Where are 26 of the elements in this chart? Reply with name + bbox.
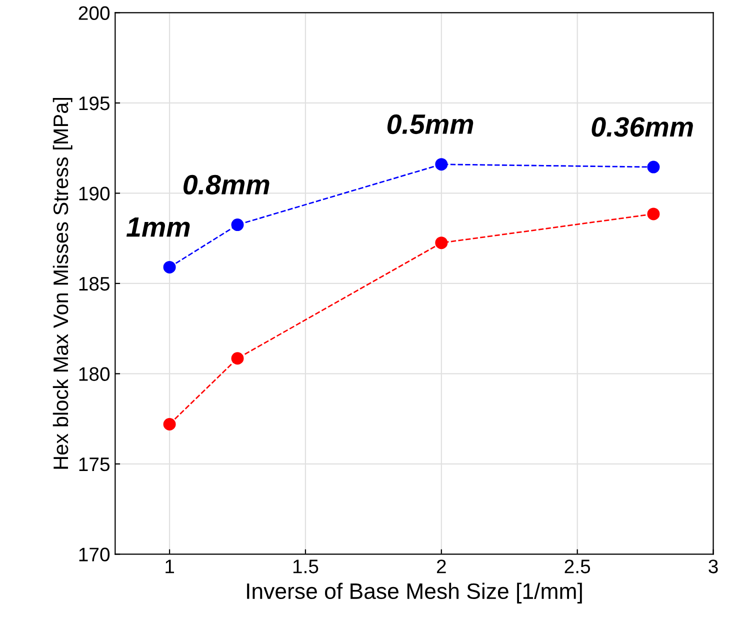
x-tick-label: 3 (708, 560, 718, 574)
annotation: 0.5mm (387, 114, 474, 134)
y-tick-label: 185 (79, 276, 110, 291)
point (435, 158, 448, 171)
point (647, 160, 660, 174)
y-tick-label: 190 (79, 186, 110, 200)
x-axis-title: Inverse of Base Mesh Size [1/mm] (247, 582, 582, 604)
annotation: 0.36mm (592, 117, 693, 137)
y-tick-label: 180 (79, 367, 110, 381)
y-tick-label: 200 (78, 6, 110, 20)
point (163, 418, 176, 430)
x-tick-label: 1.5 (293, 560, 318, 574)
y-tick-label: 170 (79, 548, 110, 562)
point (231, 218, 244, 232)
point (647, 208, 660, 220)
annotation: 0.8mm (184, 174, 270, 195)
point (231, 352, 244, 365)
y-tick-label: 195 (79, 96, 110, 110)
point (435, 236, 448, 250)
x-tick-label: 2 (436, 560, 446, 574)
y-axis-title: Hex block Max Von Misses Stress [MPa] (52, 98, 72, 469)
point (163, 260, 176, 274)
y-tick-label: 175 (79, 458, 110, 472)
annotation: 1mm (126, 218, 190, 237)
x-tick-label: 1 (166, 560, 174, 574)
x-tick-label: 2.5 (564, 560, 590, 574)
